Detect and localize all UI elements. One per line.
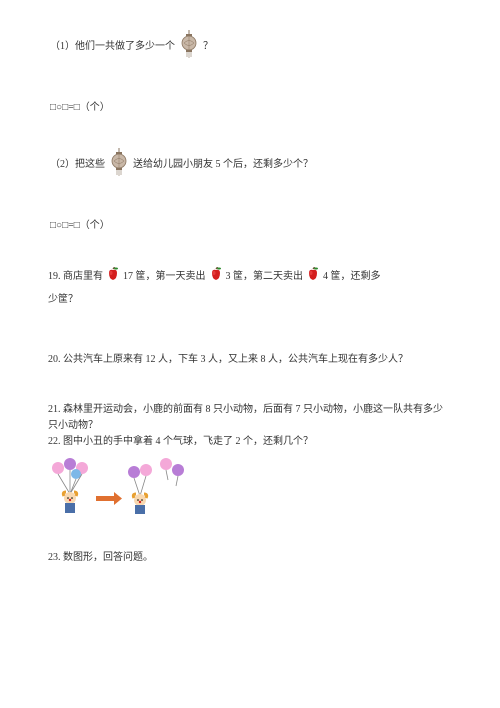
apple-icon (105, 266, 121, 288)
lantern-icon (109, 148, 129, 182)
apple-icon (208, 266, 224, 288)
formula-2: □○□=□（个） (48, 218, 452, 234)
question-sub-1: （1）他们一共做了多少一个 ？ (48, 30, 452, 64)
question-19: 19. 商店里有 17 筐，第一天卖出 3 筐，第二天卖出 4 筐，还剩多 (48, 266, 452, 288)
q-sub1-suffix: ？ (203, 39, 213, 55)
q19-v3: 4 筐，还剩多 (323, 269, 381, 285)
question-20: 20. 公共汽车上原来有 12 人，下车 3 人，又上来 8 人，公共汽车上现在… (48, 350, 452, 370)
q19-v1: 17 筐，第一天卖出 (123, 269, 206, 285)
formula-1: □○□=□（个） (48, 100, 452, 116)
q-sub2-prefix: （2）把这些 (50, 157, 105, 173)
lantern-icon (179, 30, 199, 64)
question-sub-2: （2）把这些 送给幼儿园小朋友 5 个后，还剩多少个？ (48, 148, 452, 182)
question-23: 23. 数图形，回答问题。 (48, 550, 452, 566)
q-sub1-prefix: （1）他们一共做了多少一个 (50, 39, 175, 55)
question-21: 21. 森林里开运动会，小鹿的前面有 8 只小动物，后面有 7 只小动物，小鹿这… (48, 402, 452, 434)
clown-balloon-image (48, 456, 452, 522)
q19-p1: 19. 商店里有 (48, 269, 103, 285)
q19-tail: 少筐？ (48, 292, 452, 308)
q-sub2-suffix: 送给幼儿园小朋友 5 个后，还剩多少个？ (133, 157, 313, 173)
q19-v2: 3 筐，第二天卖出 (226, 269, 304, 285)
question-22: 22. 图中小丑的手中拿着 4 个气球，飞走了 2 个，还剩几个？ (48, 434, 452, 450)
apple-icon (305, 266, 321, 288)
